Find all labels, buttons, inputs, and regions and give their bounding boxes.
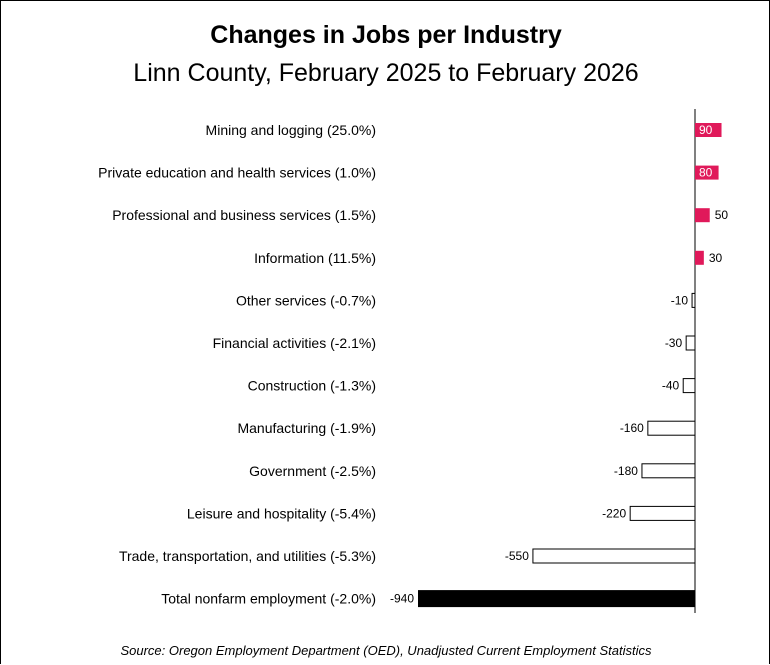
bar [695, 123, 722, 137]
bar [418, 590, 695, 608]
bar [629, 505, 696, 521]
bar [695, 250, 704, 265]
category-label: Manufacturing (-1.9%) [237, 420, 376, 436]
category-label: Information (11.5%) [254, 250, 376, 266]
data-label: -220 [602, 506, 626, 520]
category-label: Professional and business services (1.5%… [112, 207, 376, 223]
data-label: -160 [620, 421, 644, 435]
data-label: -550 [505, 549, 529, 563]
bar [647, 420, 696, 436]
data-label: -30 [665, 336, 683, 350]
category-label: Financial activities (-2.1%) [213, 335, 376, 351]
data-label: -180 [614, 464, 638, 478]
category-label: Trade, transportation, and utilities (-5… [119, 548, 376, 564]
bar [691, 292, 696, 308]
chart-subtitle: Linn County, February 2025 to February 2… [133, 59, 639, 87]
data-label: -940 [390, 592, 414, 606]
category-label: Government (-2.5%) [249, 463, 376, 479]
category-label: Private education and health services (1… [98, 165, 376, 181]
data-label: 80 [699, 166, 713, 180]
data-label: 50 [715, 208, 729, 222]
bar [685, 335, 696, 351]
data-label: 90 [699, 123, 713, 137]
data-label: 30 [709, 251, 723, 265]
bar [532, 548, 696, 564]
chart-source: Source: Oregon Employment Department (OE… [120, 643, 652, 658]
bar [695, 165, 719, 180]
category-label: Construction (-1.3%) [248, 378, 376, 394]
chart-title: Changes in Jobs per Industry [210, 21, 562, 49]
bar [695, 208, 710, 223]
data-label: -40 [662, 379, 680, 393]
bar [641, 463, 696, 479]
category-label: Leisure and hospitality (-5.4%) [187, 505, 376, 521]
category-label: Mining and logging (25.0%) [206, 122, 376, 138]
bar [682, 378, 696, 394]
data-label: -10 [671, 293, 689, 307]
category-label: Other services (-0.7%) [236, 292, 376, 308]
category-label: Total nonfarm employment (-2.0%) [161, 591, 376, 607]
